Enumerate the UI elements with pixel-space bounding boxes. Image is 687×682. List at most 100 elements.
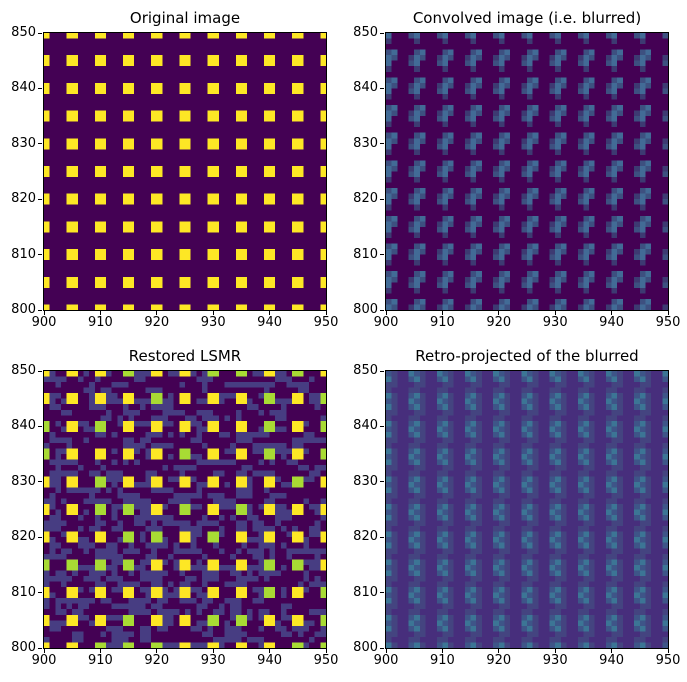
y-tick-mark <box>38 370 42 372</box>
x-tick-mark <box>667 311 669 315</box>
x-tick-mark <box>498 311 500 315</box>
y-tick-mark <box>380 536 384 538</box>
x-tick-mark <box>611 311 613 315</box>
x-tick-mark <box>99 311 101 315</box>
y-tick-label: 810 <box>353 584 378 600</box>
x-tick-mark <box>156 649 158 653</box>
y-tick-mark <box>38 143 42 145</box>
x-tick-mark <box>385 649 387 653</box>
y-tick-label: 820 <box>11 191 36 207</box>
y-tick-label: 830 <box>353 135 378 151</box>
x-tick-mark <box>99 649 101 653</box>
y-tick-label: 810 <box>353 246 378 262</box>
subplot-retro-projected: Retro-projected of the blurred 900 910 920… <box>353 347 680 668</box>
x-tick-label: 930 <box>542 315 568 330</box>
y-tick-mark <box>38 254 42 256</box>
x-tick-label: 920 <box>486 315 512 330</box>
heatmap-convolved-image <box>386 33 668 310</box>
y-tick-mark <box>38 425 42 427</box>
y-tick-label: 850 <box>353 363 378 378</box>
y-tick-mark <box>38 536 42 538</box>
x-tick-label: 920 <box>144 315 170 330</box>
x-tick-mark <box>325 649 327 653</box>
x-tick-label: 940 <box>599 653 625 668</box>
y-tick-label: 820 <box>353 529 378 545</box>
y-tick-mark <box>38 309 42 311</box>
y-tick-label: 800 <box>353 640 378 655</box>
x-tick-label: 940 <box>257 315 283 330</box>
x-tick-label: 930 <box>542 653 568 668</box>
x-tick-mark <box>43 311 45 315</box>
y-tick-mark <box>380 425 384 427</box>
x-tick-mark <box>554 311 556 315</box>
x-tick-label: 900 <box>31 653 57 668</box>
y-tick-label: 840 <box>353 418 378 434</box>
x-tick-mark <box>43 649 45 653</box>
x-tick-label: 950 <box>655 315 681 330</box>
y-tick-mark <box>380 87 384 89</box>
heatmap-retro-projected <box>386 371 668 648</box>
x-tick-label: 950 <box>313 315 339 330</box>
x-tick-mark <box>385 311 387 315</box>
x-tick-label: 940 <box>257 653 283 668</box>
y-tick-mark <box>380 592 384 594</box>
y-tick-mark <box>380 143 384 145</box>
y-tick-label: 840 <box>353 80 378 96</box>
subplot-title-restored: Restored LSMR <box>128 347 242 365</box>
subplot-original-image: Original image 900 910 920 930 940 950 800 810 8… <box>11 9 338 330</box>
y-tick-label: 840 <box>11 418 36 434</box>
x-tick-label: 910 <box>429 653 455 668</box>
y-tick-label: 820 <box>353 191 378 207</box>
y-tick-mark <box>380 370 384 372</box>
subplot-title-original: Original image <box>129 9 241 27</box>
x-tick-mark <box>611 649 613 653</box>
x-tick-label: 920 <box>144 653 170 668</box>
y-tick-mark <box>380 481 384 483</box>
x-tick-label: 910 <box>429 315 455 330</box>
x-tick-label: 950 <box>655 653 681 668</box>
y-tick-label: 850 <box>11 25 36 40</box>
y-tick-mark <box>38 647 42 649</box>
y-tick-mark <box>38 87 42 89</box>
x-tick-label: 930 <box>200 315 226 330</box>
y-tick-label: 830 <box>11 473 36 489</box>
x-tick-label: 900 <box>373 315 399 330</box>
x-tick-mark <box>212 311 214 315</box>
subplot-convolved-image: Convolved image (i.e. blurred) 900 910 920… <box>353 9 680 330</box>
x-tick-mark <box>212 649 214 653</box>
y-tick-mark <box>380 647 384 649</box>
y-tick-mark <box>38 592 42 594</box>
y-tick-label: 850 <box>353 25 378 40</box>
x-tick-mark <box>269 311 271 315</box>
x-tick-mark <box>554 649 556 653</box>
y-tick-label: 810 <box>11 584 36 600</box>
x-tick-label: 930 <box>200 653 226 668</box>
x-tick-mark <box>667 649 669 653</box>
heatmap-original-image <box>44 33 326 310</box>
subplot-title-convolved: Convolved image (i.e. blurred) <box>412 9 642 27</box>
y-tick-mark <box>380 198 384 200</box>
x-tick-label: 910 <box>87 653 113 668</box>
x-tick-label: 950 <box>313 653 339 668</box>
x-tick-mark <box>156 311 158 315</box>
y-tick-mark <box>380 32 384 34</box>
y-tick-label: 830 <box>353 473 378 489</box>
x-tick-label: 910 <box>87 315 113 330</box>
y-tick-label: 850 <box>11 363 36 378</box>
y-tick-label: 800 <box>11 640 36 655</box>
y-tick-mark <box>380 254 384 256</box>
x-tick-label: 900 <box>31 315 57 330</box>
x-tick-label: 940 <box>599 315 625 330</box>
y-tick-label: 810 <box>11 246 36 262</box>
heatmap-restored-lsmr <box>44 371 326 648</box>
x-tick-mark <box>325 311 327 315</box>
y-tick-mark <box>38 481 42 483</box>
y-tick-label: 840 <box>11 80 36 96</box>
x-tick-label: 920 <box>486 653 512 668</box>
x-tick-label: 900 <box>373 653 399 668</box>
y-tick-label: 820 <box>11 529 36 545</box>
y-tick-label: 800 <box>353 302 378 317</box>
y-tick-mark <box>380 309 384 311</box>
x-tick-mark <box>498 649 500 653</box>
